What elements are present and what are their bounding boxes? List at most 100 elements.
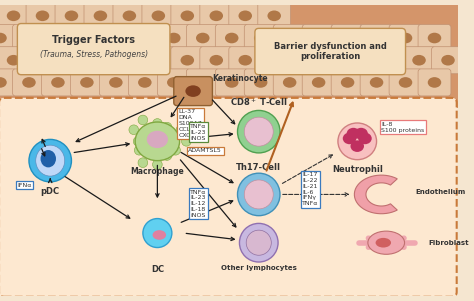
FancyBboxPatch shape bbox=[55, 2, 88, 29]
Ellipse shape bbox=[153, 160, 162, 169]
Text: Other lymphocytes: Other lymphocytes bbox=[221, 265, 297, 271]
Ellipse shape bbox=[196, 33, 210, 43]
FancyBboxPatch shape bbox=[418, 69, 451, 96]
Ellipse shape bbox=[355, 128, 368, 139]
Text: Barrier dysfunction and
proliferation: Barrier dysfunction and proliferation bbox=[274, 42, 387, 61]
Ellipse shape bbox=[153, 119, 162, 128]
FancyBboxPatch shape bbox=[258, 47, 291, 74]
Ellipse shape bbox=[80, 33, 94, 43]
Text: pDC: pDC bbox=[41, 187, 60, 196]
FancyBboxPatch shape bbox=[100, 69, 132, 96]
Ellipse shape bbox=[341, 77, 355, 88]
Ellipse shape bbox=[22, 33, 36, 43]
Ellipse shape bbox=[210, 55, 223, 66]
FancyBboxPatch shape bbox=[215, 69, 248, 96]
Ellipse shape bbox=[152, 55, 165, 66]
Ellipse shape bbox=[129, 125, 138, 135]
Ellipse shape bbox=[325, 55, 339, 66]
Ellipse shape bbox=[370, 77, 383, 88]
FancyBboxPatch shape bbox=[302, 69, 335, 96]
FancyBboxPatch shape bbox=[229, 47, 262, 74]
FancyBboxPatch shape bbox=[12, 69, 46, 96]
FancyBboxPatch shape bbox=[374, 47, 407, 74]
Ellipse shape bbox=[368, 231, 404, 254]
Text: Trigger Factors: Trigger Factors bbox=[52, 35, 135, 45]
FancyBboxPatch shape bbox=[42, 69, 74, 96]
Text: TNFα
IL-23
IL-12
IL-18
iNOS: TNFα IL-23 IL-12 IL-18 iNOS bbox=[190, 190, 207, 218]
Ellipse shape bbox=[283, 77, 296, 88]
FancyBboxPatch shape bbox=[55, 47, 88, 74]
Ellipse shape bbox=[153, 230, 166, 240]
Text: CD8$^+$ T-Cell: CD8$^+$ T-Cell bbox=[230, 96, 288, 107]
Ellipse shape bbox=[355, 55, 368, 66]
FancyBboxPatch shape bbox=[389, 69, 422, 96]
FancyBboxPatch shape bbox=[171, 2, 204, 29]
Ellipse shape bbox=[181, 11, 194, 21]
Ellipse shape bbox=[138, 33, 152, 43]
Ellipse shape bbox=[225, 33, 238, 43]
Polygon shape bbox=[355, 175, 397, 214]
Ellipse shape bbox=[36, 145, 64, 176]
Text: (Trauma, Stress, Pathogens): (Trauma, Stress, Pathogens) bbox=[40, 50, 148, 59]
Ellipse shape bbox=[94, 55, 107, 66]
Text: IFNα: IFNα bbox=[18, 183, 32, 188]
Ellipse shape bbox=[244, 117, 273, 146]
FancyBboxPatch shape bbox=[0, 24, 17, 51]
FancyBboxPatch shape bbox=[432, 47, 465, 74]
Ellipse shape bbox=[399, 77, 412, 88]
Text: Neutrophil: Neutrophil bbox=[332, 165, 383, 173]
Ellipse shape bbox=[109, 33, 123, 43]
Ellipse shape bbox=[0, 77, 7, 88]
Ellipse shape bbox=[237, 173, 280, 216]
Bar bbox=[0, 5, 458, 107]
Ellipse shape bbox=[138, 77, 152, 88]
Ellipse shape bbox=[370, 33, 383, 43]
Ellipse shape bbox=[51, 77, 64, 88]
Ellipse shape bbox=[176, 125, 186, 135]
Ellipse shape bbox=[22, 77, 36, 88]
Ellipse shape bbox=[267, 11, 281, 21]
Ellipse shape bbox=[162, 151, 172, 160]
Ellipse shape bbox=[123, 55, 136, 66]
Ellipse shape bbox=[181, 55, 194, 66]
Ellipse shape bbox=[412, 55, 426, 66]
Ellipse shape bbox=[167, 77, 181, 88]
FancyBboxPatch shape bbox=[200, 47, 233, 74]
Ellipse shape bbox=[375, 238, 391, 247]
FancyBboxPatch shape bbox=[18, 23, 170, 75]
FancyBboxPatch shape bbox=[142, 47, 175, 74]
FancyBboxPatch shape bbox=[171, 47, 204, 74]
Ellipse shape bbox=[185, 85, 201, 97]
FancyBboxPatch shape bbox=[113, 2, 146, 29]
Ellipse shape bbox=[109, 77, 123, 88]
Ellipse shape bbox=[358, 133, 372, 144]
Ellipse shape bbox=[64, 11, 78, 21]
FancyBboxPatch shape bbox=[215, 24, 248, 51]
FancyBboxPatch shape bbox=[26, 2, 59, 29]
FancyBboxPatch shape bbox=[418, 24, 451, 51]
FancyBboxPatch shape bbox=[302, 24, 335, 51]
Ellipse shape bbox=[254, 33, 267, 43]
FancyBboxPatch shape bbox=[0, 2, 30, 29]
Ellipse shape bbox=[343, 133, 356, 144]
Ellipse shape bbox=[41, 150, 56, 167]
Ellipse shape bbox=[244, 180, 273, 209]
FancyBboxPatch shape bbox=[331, 69, 364, 96]
Ellipse shape bbox=[237, 110, 280, 153]
Ellipse shape bbox=[441, 55, 455, 66]
Ellipse shape bbox=[338, 123, 376, 160]
Ellipse shape bbox=[138, 115, 148, 125]
FancyBboxPatch shape bbox=[255, 28, 406, 75]
Text: TNFα
IL-23
iNOS: TNFα IL-23 iNOS bbox=[190, 124, 207, 141]
Ellipse shape bbox=[0, 33, 7, 43]
Ellipse shape bbox=[7, 11, 20, 21]
FancyBboxPatch shape bbox=[71, 24, 103, 51]
Text: Macrophage: Macrophage bbox=[130, 167, 184, 176]
Ellipse shape bbox=[143, 219, 172, 247]
Ellipse shape bbox=[29, 139, 72, 182]
Ellipse shape bbox=[225, 77, 238, 88]
FancyBboxPatch shape bbox=[360, 69, 393, 96]
Text: ADAMTSL5: ADAMTSL5 bbox=[188, 148, 222, 153]
FancyBboxPatch shape bbox=[273, 69, 306, 96]
Text: Th17-Cell: Th17-Cell bbox=[236, 163, 281, 172]
